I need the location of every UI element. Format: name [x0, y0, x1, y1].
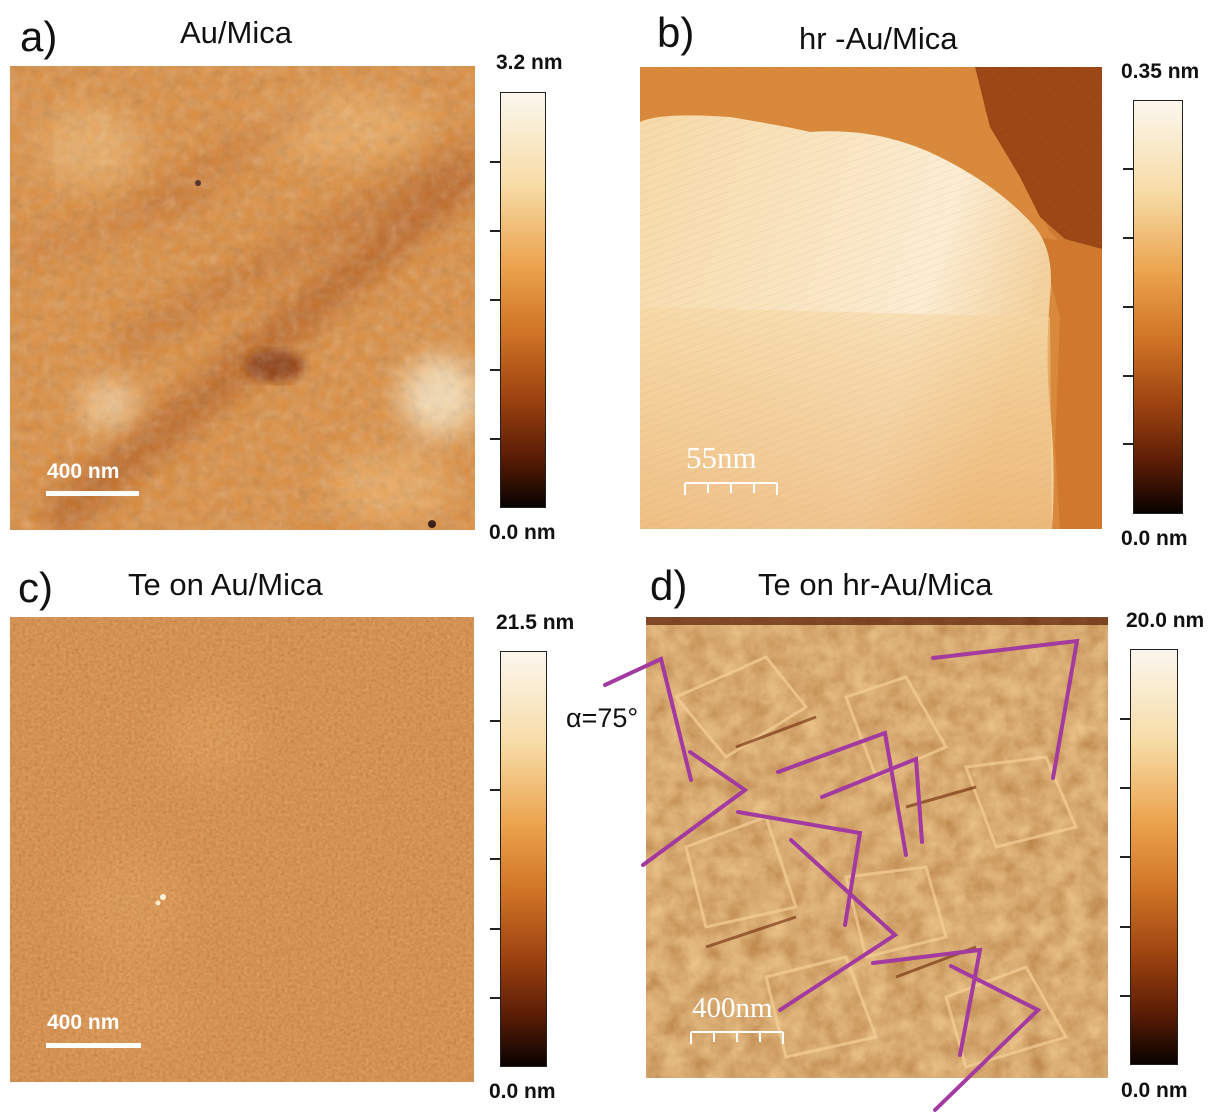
colorbar-d-max: 20.0 nm [1126, 609, 1205, 632]
panel-d-title: Te on hr-Au/Mica [758, 567, 993, 602]
panel-c-label: c) [18, 564, 53, 611]
afm-image-te-on-hr-au-mica: 400nm [646, 617, 1108, 1078]
afm-image-te-on-au-mica: 400 nm [10, 617, 474, 1082]
colorbar-c-min: 0.0 nm [489, 1080, 556, 1103]
colorbar-b-min: 0.0 nm [1121, 527, 1188, 550]
colorbar-a-max: 3.2 nm [496, 51, 563, 74]
scale-bar-label-b: 55nm [686, 440, 757, 475]
panel-a-title: Au/Mica [180, 15, 292, 50]
scale-bar-d [690, 1031, 784, 1044]
scale-bar-label-c: 400 nm [47, 1011, 120, 1034]
panel-d-label: d) [650, 562, 688, 609]
colorbar-a [490, 92, 546, 508]
colorbar-b-max: 0.35 nm [1121, 60, 1200, 83]
scale-bar-c [46, 1043, 141, 1048]
afm-image-au-mica: 400 nm [10, 66, 475, 530]
scale-bar-a [46, 491, 139, 496]
scale-bar-label-a: 400 nm [47, 460, 120, 483]
colorbar-c-max: 21.5 nm [496, 611, 575, 634]
colorbar-d-min: 0.0 nm [1121, 1079, 1188, 1102]
afm-image-hr-au-mica: 55nm [640, 67, 1102, 529]
colorbar-d [1120, 649, 1178, 1065]
colorbar-c [490, 651, 547, 1067]
angle-label: α=75° [566, 703, 639, 733]
colorbar-a-min: 0.0 nm [489, 521, 556, 544]
scale-bar-b [684, 482, 778, 495]
panel-b-label: b) [657, 9, 695, 56]
colorbar-b [1123, 100, 1183, 514]
panel-c-title: Te on Au/Mica [128, 567, 323, 602]
panel-b-title: hr -Au/Mica [799, 21, 958, 56]
scale-bar-label-d: 400nm [692, 992, 773, 1024]
panel-a-label: a) [20, 13, 58, 60]
